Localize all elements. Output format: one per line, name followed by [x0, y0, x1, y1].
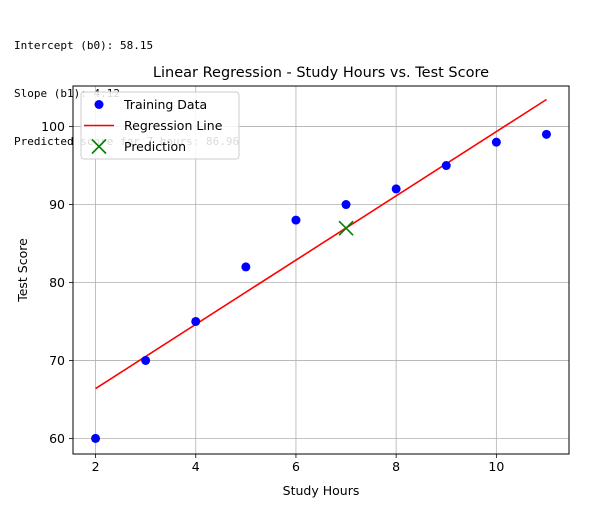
legend-marker-training — [94, 100, 104, 109]
y-tick-label: 100 — [41, 119, 65, 134]
legend-label-training: Training Data — [123, 97, 207, 112]
training-point — [341, 200, 351, 210]
chart-title: Linear Regression - Study Hours vs. Test… — [153, 65, 489, 81]
plot-frame — [72, 85, 570, 455]
training-point — [141, 355, 151, 365]
y-tick-label: 60 — [49, 431, 65, 446]
grid-lines — [73, 86, 569, 454]
console-line-intercept: Intercept (b0): 58.15 — [14, 39, 154, 52]
x-tick-label: 10 — [488, 459, 504, 474]
training-point — [291, 215, 301, 225]
legend: Training Data Regression Line Prediction — [80, 91, 240, 160]
prediction-marker-stroke — [338, 220, 354, 236]
x-axis-label: Study Hours — [283, 483, 360, 498]
training-point — [241, 262, 251, 272]
training-points-layer — [91, 129, 551, 443]
x-axis-ticks: 2 4 6 8 10 — [92, 454, 504, 474]
training-point — [191, 316, 201, 326]
y-tick-label: 80 — [49, 275, 65, 290]
training-point — [491, 137, 501, 147]
x-tick-label: 4 — [192, 459, 200, 474]
training-point — [441, 161, 451, 171]
legend-label-prediction: Prediction — [124, 139, 186, 154]
legend-label-regression: Regression Line — [124, 118, 223, 133]
prediction-marker — [338, 220, 354, 236]
prediction-layer — [338, 220, 354, 236]
y-tick-label: 90 — [49, 197, 65, 212]
y-tick-label: 70 — [49, 353, 65, 368]
training-point — [391, 184, 401, 194]
x-tick-label: 6 — [292, 459, 300, 474]
regression-line — [95, 98, 547, 390]
x-tick-label: 2 — [92, 459, 100, 474]
training-point — [541, 129, 551, 139]
regression-line-layer — [95, 98, 547, 390]
y-axis-label: Test Score — [15, 238, 30, 303]
legend-marker-prediction — [91, 138, 107, 155]
x-tick-label: 8 — [392, 459, 400, 474]
training-point — [91, 433, 101, 443]
legend-box — [80, 91, 240, 160]
y-axis-ticks: 60 70 80 90 100 — [41, 119, 73, 446]
